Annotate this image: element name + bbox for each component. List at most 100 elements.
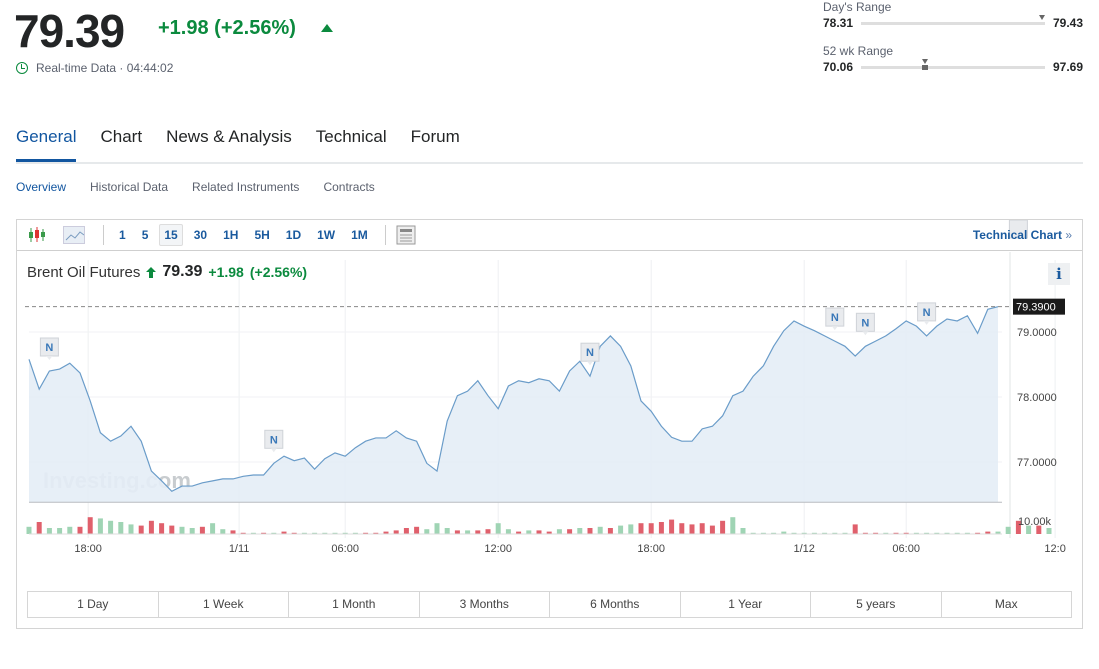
days-range-marker bbox=[1039, 14, 1046, 20]
range-1-day[interactable]: 1 Day bbox=[77, 597, 109, 611]
interval-1w[interactable]: 1W bbox=[317, 228, 336, 242]
news-marker-label: N bbox=[861, 317, 869, 329]
volume-bar bbox=[944, 532, 950, 534]
volume-tick-label: 10.00k bbox=[1018, 516, 1052, 528]
volume-bar bbox=[189, 528, 195, 534]
up-arrow-icon bbox=[146, 266, 157, 278]
volume-bar bbox=[1046, 528, 1052, 534]
tab-chart[interactable]: Chart bbox=[100, 127, 143, 146]
volume-bar bbox=[342, 532, 348, 534]
interval-15[interactable]: 15 bbox=[159, 224, 183, 246]
technical-chart-link[interactable]: Technical Chart » bbox=[973, 228, 1072, 242]
subtab-overview[interactable]: Overview bbox=[16, 180, 67, 194]
days-range-label: Day's Range bbox=[823, 0, 892, 14]
volume-bar bbox=[291, 532, 297, 534]
tab-general[interactable]: General bbox=[16, 127, 77, 162]
info-button[interactable]: i bbox=[1048, 263, 1070, 285]
days-range: Day's Range 78.31 79.43 bbox=[823, 0, 1083, 30]
volume-bar bbox=[26, 526, 32, 534]
volume-bar bbox=[281, 531, 287, 534]
volume-bar bbox=[577, 528, 583, 534]
interval-5[interactable]: 5 bbox=[141, 228, 149, 242]
y-tick-label: 79.0000 bbox=[1017, 327, 1057, 339]
news-marker-pointer bbox=[862, 331, 869, 336]
news-marker[interactable]: N bbox=[825, 307, 845, 331]
volume-bar bbox=[811, 532, 817, 534]
interval-1[interactable]: 1 bbox=[119, 228, 126, 242]
interval-1h[interactable]: 1H bbox=[223, 228, 239, 242]
volume-bar bbox=[97, 518, 103, 534]
volume-bar bbox=[322, 532, 328, 534]
volume-bar bbox=[689, 524, 695, 534]
volume-bar bbox=[465, 530, 471, 534]
news-marker[interactable]: N bbox=[917, 302, 937, 325]
range-3-months[interactable]: 3 Months bbox=[418, 592, 550, 617]
volume-bar bbox=[36, 522, 42, 534]
volume-bar bbox=[261, 532, 267, 534]
volume-bar bbox=[995, 531, 1001, 534]
volume-bar bbox=[913, 532, 919, 534]
days-range-bar bbox=[861, 14, 1046, 25]
subtab-related-instruments[interactable]: Related Instruments bbox=[192, 180, 300, 194]
volume-bar bbox=[118, 522, 124, 534]
subtab-contracts[interactable]: Contracts bbox=[323, 180, 375, 194]
range-1-month[interactable]: 1 Month bbox=[288, 592, 419, 617]
volume-bar bbox=[454, 530, 460, 534]
news-marker-pointer bbox=[923, 320, 930, 325]
last-price-badge bbox=[1013, 298, 1065, 315]
interval-30[interactable]: 30 bbox=[193, 228, 208, 242]
volume-bar bbox=[1026, 525, 1032, 534]
area-chart-icon[interactable] bbox=[63, 226, 85, 244]
volume-bar bbox=[750, 532, 756, 534]
news-marker-label: N bbox=[1014, 220, 1022, 223]
news-marker-pointer bbox=[831, 326, 838, 331]
realtime-status: Real-time Data · 04:44:02 bbox=[16, 61, 173, 75]
volume-bar bbox=[77, 526, 83, 534]
tab-forum[interactable]: Forum bbox=[410, 127, 460, 146]
volume-bar bbox=[67, 526, 73, 534]
tab-technical[interactable]: Technical bbox=[315, 127, 387, 146]
interval-1d[interactable]: 1D bbox=[285, 228, 302, 242]
tabs-divider bbox=[16, 162, 1083, 164]
news-panel-icon[interactable] bbox=[396, 225, 416, 245]
range-1-week[interactable]: 1 Week bbox=[157, 592, 289, 617]
volume-bar bbox=[556, 529, 562, 534]
last-price: 79.39 bbox=[14, 5, 125, 57]
volume-bar bbox=[210, 523, 216, 534]
x-tick-label: 12:00 bbox=[484, 543, 512, 555]
volume-bar bbox=[893, 532, 899, 534]
news-marker[interactable]: N bbox=[39, 337, 59, 360]
range-1-year[interactable]: 1 Year bbox=[679, 592, 811, 617]
volume-bar bbox=[730, 517, 736, 534]
price-chart[interactable]: Investing.com79.390079.000078.000077.000… bbox=[17, 220, 1084, 630]
interval-5h[interactable]: 5H bbox=[254, 228, 270, 242]
volume-bar bbox=[57, 528, 63, 534]
volume-bar bbox=[699, 523, 705, 534]
volume-bar bbox=[363, 532, 369, 534]
volume-bar bbox=[383, 531, 389, 534]
volume-bar bbox=[934, 532, 940, 534]
volume-bar bbox=[720, 520, 726, 534]
news-marker[interactable]: N bbox=[264, 429, 284, 453]
range-5-years[interactable]: 5 years bbox=[810, 592, 941, 617]
x-tick-label: 18:00 bbox=[637, 543, 665, 555]
range-6-months[interactable]: 6 Months bbox=[549, 592, 680, 617]
volume-bar bbox=[301, 532, 307, 534]
subtab-historical-data[interactable]: Historical Data bbox=[90, 180, 169, 194]
news-marker-label: N bbox=[831, 312, 839, 324]
volume-bar bbox=[842, 532, 848, 534]
tab-news-analysis[interactable]: News & Analysis bbox=[166, 127, 292, 146]
candlestick-icon[interactable] bbox=[27, 226, 47, 244]
news-marker[interactable]: N bbox=[855, 312, 875, 336]
volume-bar bbox=[771, 532, 777, 534]
news-marker-box bbox=[855, 312, 875, 332]
range-max[interactable]: Max bbox=[940, 592, 1072, 617]
news-marker-label: N bbox=[923, 307, 931, 319]
instrument-name: Brent Oil Futures bbox=[27, 263, 141, 281]
news-marker[interactable]: N bbox=[1008, 220, 1028, 239]
news-marker[interactable]: N bbox=[580, 342, 600, 366]
volume-bar bbox=[475, 530, 481, 534]
time-range-buttons: 1 Day 1 Week 1 Month 3 Months 6 Months 1 Year… bbox=[27, 591, 1072, 618]
interval-1m[interactable]: 1M bbox=[351, 228, 368, 242]
volume-bar bbox=[760, 532, 766, 534]
